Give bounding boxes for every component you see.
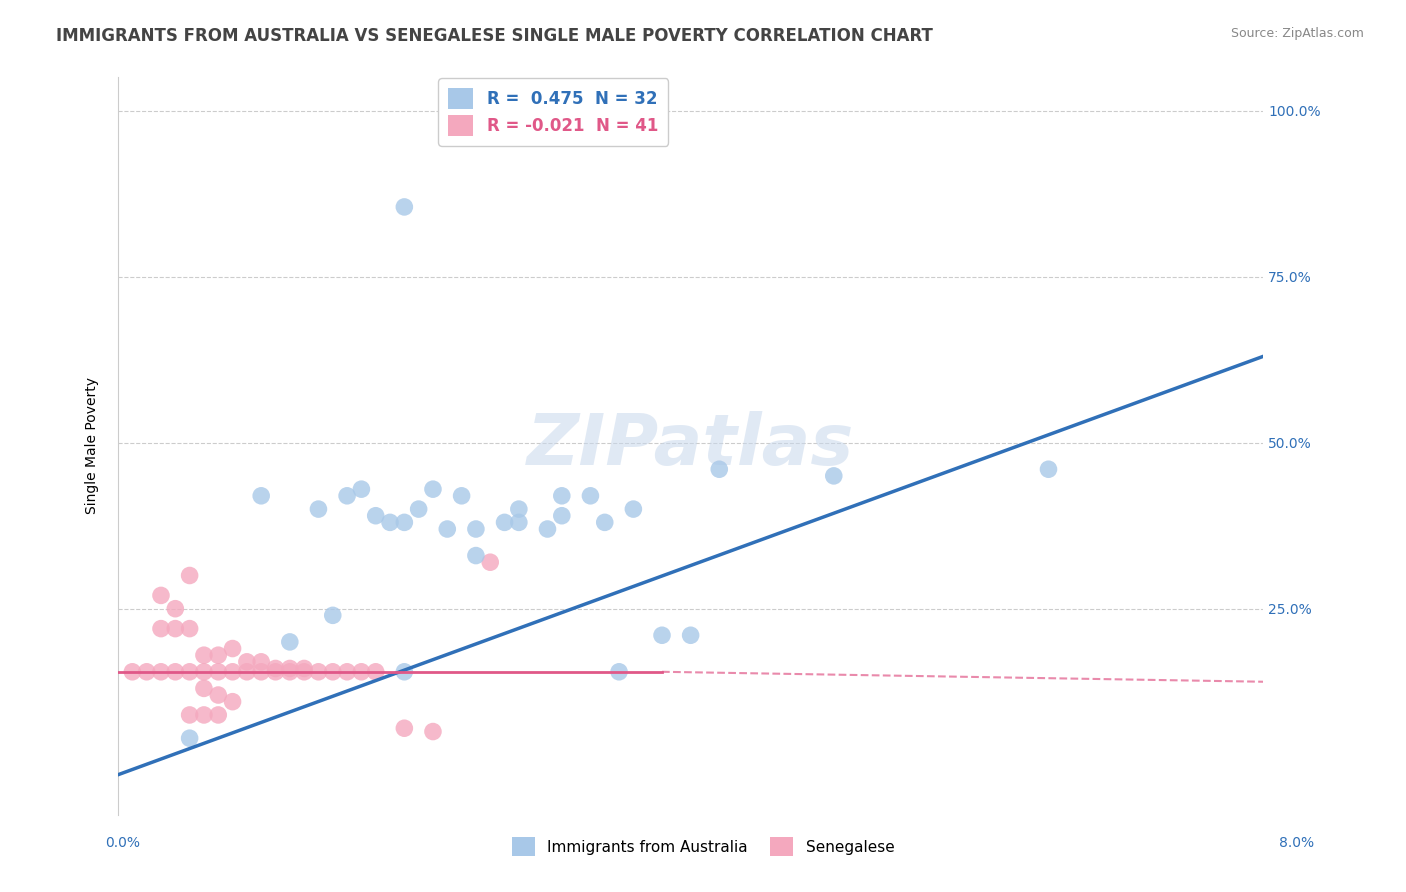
Point xyxy=(464,549,486,563)
Point xyxy=(508,502,530,516)
Point xyxy=(536,522,558,536)
Y-axis label: Single Male Poverty: Single Male Poverty xyxy=(86,377,100,515)
Point xyxy=(394,516,416,530)
Point xyxy=(408,502,430,516)
Point xyxy=(236,655,259,669)
Text: 8.0%: 8.0% xyxy=(1279,836,1315,850)
Point xyxy=(221,665,243,679)
Point xyxy=(436,522,458,536)
Point xyxy=(193,681,215,696)
Point xyxy=(193,665,215,679)
Point xyxy=(364,665,387,679)
Point xyxy=(364,508,387,523)
Point xyxy=(278,661,301,675)
Point xyxy=(193,708,215,723)
Point xyxy=(179,731,201,746)
Point xyxy=(250,655,273,669)
Point xyxy=(651,628,673,642)
Point xyxy=(221,641,243,656)
Point xyxy=(193,648,215,663)
Point xyxy=(450,489,472,503)
Point xyxy=(165,665,187,679)
Point xyxy=(394,200,416,214)
Point xyxy=(422,724,444,739)
Point xyxy=(394,721,416,735)
Point xyxy=(264,661,287,675)
Text: ZIPatlas: ZIPatlas xyxy=(527,411,855,481)
Point xyxy=(292,665,315,679)
Point xyxy=(1038,462,1060,476)
Point xyxy=(508,516,530,530)
Point xyxy=(135,665,157,679)
Point xyxy=(378,516,401,530)
Point xyxy=(307,502,329,516)
Point xyxy=(165,601,187,615)
Point xyxy=(494,516,516,530)
Point xyxy=(322,608,344,623)
Point xyxy=(823,469,845,483)
Text: Source: ZipAtlas.com: Source: ZipAtlas.com xyxy=(1230,27,1364,40)
Point xyxy=(236,665,259,679)
Point xyxy=(709,462,731,476)
Legend: Immigrants from Australia, Senegalese: Immigrants from Australia, Senegalese xyxy=(506,831,900,862)
Point xyxy=(264,665,287,679)
Point xyxy=(150,622,173,636)
Point xyxy=(150,665,173,679)
Point xyxy=(121,665,143,679)
Point xyxy=(179,665,201,679)
Point xyxy=(207,708,229,723)
Point xyxy=(292,661,315,675)
Point xyxy=(464,522,486,536)
Point xyxy=(551,489,574,503)
Point xyxy=(207,688,229,702)
Point xyxy=(350,482,373,496)
Point xyxy=(278,635,301,649)
Point xyxy=(322,665,344,679)
Point xyxy=(551,508,574,523)
Point xyxy=(179,708,201,723)
Text: 0.0%: 0.0% xyxy=(105,836,141,850)
Point xyxy=(479,555,502,569)
Point xyxy=(179,622,201,636)
Point xyxy=(207,665,229,679)
Point xyxy=(593,516,616,530)
Point xyxy=(607,665,630,679)
Point xyxy=(179,568,201,582)
Legend: R =  0.475  N = 32, R = -0.021  N = 41: R = 0.475 N = 32, R = -0.021 N = 41 xyxy=(439,78,668,145)
Text: IMMIGRANTS FROM AUSTRALIA VS SENEGALESE SINGLE MALE POVERTY CORRELATION CHART: IMMIGRANTS FROM AUSTRALIA VS SENEGALESE … xyxy=(56,27,934,45)
Point xyxy=(307,665,329,679)
Point xyxy=(221,695,243,709)
Point xyxy=(394,665,416,679)
Point xyxy=(621,502,644,516)
Point xyxy=(250,665,273,679)
Point xyxy=(350,665,373,679)
Point xyxy=(679,628,702,642)
Point xyxy=(278,665,301,679)
Point xyxy=(150,589,173,603)
Point xyxy=(207,648,229,663)
Point xyxy=(336,665,359,679)
Point xyxy=(336,489,359,503)
Point xyxy=(250,489,273,503)
Point xyxy=(579,489,602,503)
Point xyxy=(422,482,444,496)
Point xyxy=(165,622,187,636)
